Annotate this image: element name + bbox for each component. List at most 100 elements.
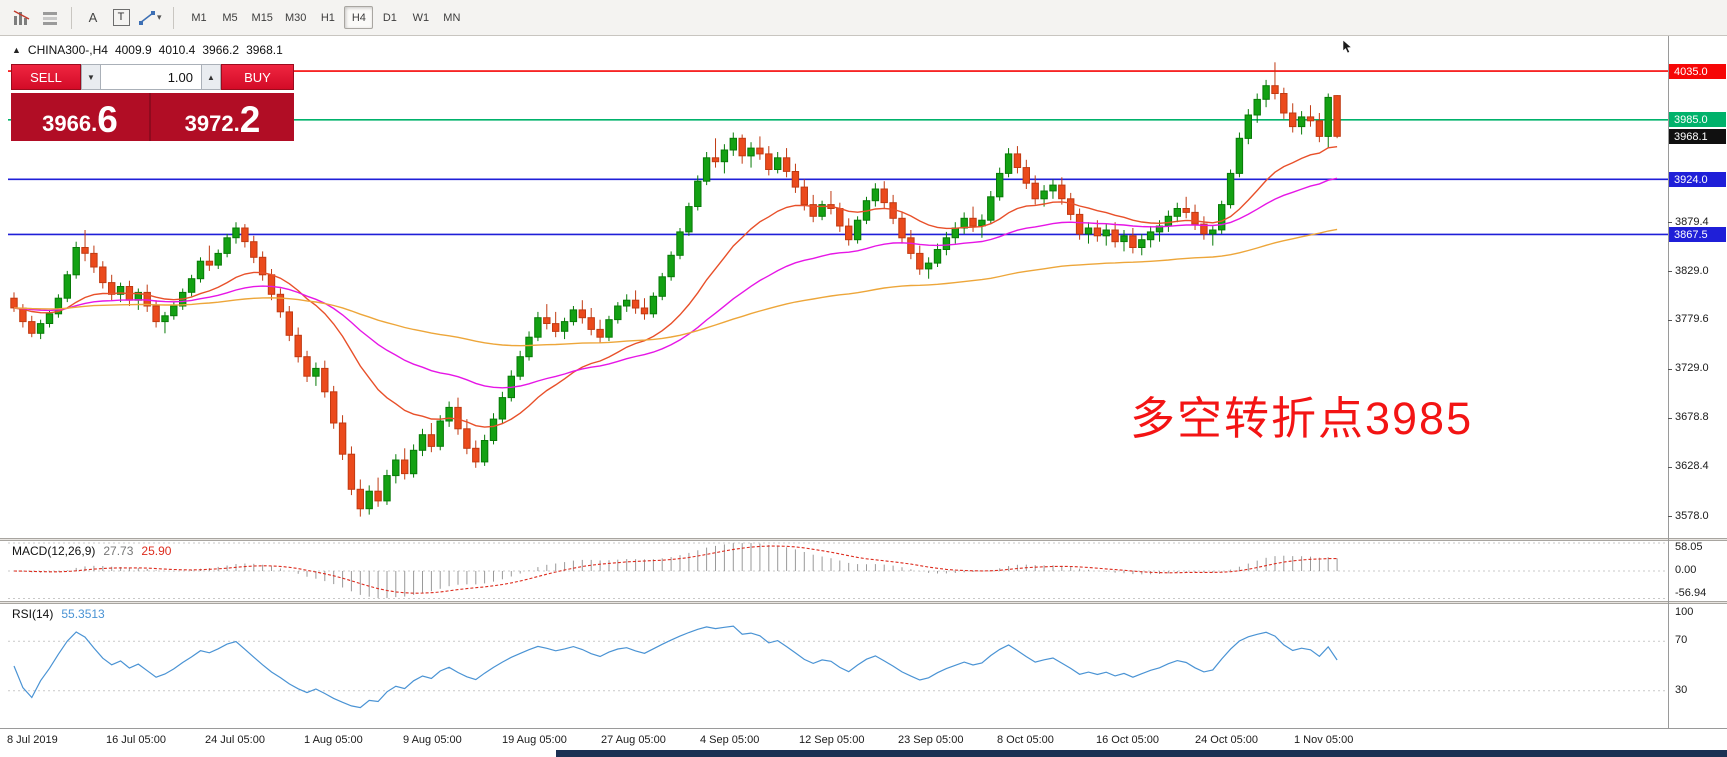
candle-up xyxy=(161,315,169,323)
rsi-label: RSI(14) 55.3513 xyxy=(12,607,105,621)
ma-45-line[interactable] xyxy=(13,177,1338,389)
candle-up xyxy=(436,420,444,447)
candle-up xyxy=(1173,208,1181,217)
candle-down xyxy=(578,309,586,319)
timeframe-h1-button[interactable]: H1 xyxy=(313,6,342,29)
candle-up xyxy=(534,317,542,338)
candle-down xyxy=(152,305,160,323)
candle-down xyxy=(28,321,36,334)
candle-down xyxy=(1271,85,1279,95)
bid-price-main: 3966. xyxy=(42,111,98,136)
date-axis-label: 24 Jul 05:00 xyxy=(205,734,265,746)
candle-up xyxy=(1253,98,1261,116)
volume-decrease-button[interactable]: ▼ xyxy=(81,64,101,90)
candle-up xyxy=(1084,227,1093,235)
rsi-axis-label: 70 xyxy=(1675,634,1688,646)
candle-up xyxy=(445,406,453,422)
candle-up xyxy=(853,219,862,241)
candle-down xyxy=(276,293,285,313)
candle-down xyxy=(205,260,214,266)
price-axis-label: 3829.0 xyxy=(1675,265,1709,277)
candle-down xyxy=(640,307,649,315)
candle-down xyxy=(427,434,436,447)
bid-price-big-digit: 6 xyxy=(97,99,118,140)
buy-button[interactable]: BUY xyxy=(221,64,294,90)
candle-down xyxy=(1013,153,1022,169)
rsi-value: 55.3513 xyxy=(61,607,105,621)
volume-input[interactable] xyxy=(101,64,201,90)
candle-up xyxy=(942,237,951,251)
date-axis[interactable]: 8 Jul 2019 16 Jul 05:00 24 Jul 05:00 1 Aug … xyxy=(0,730,1668,751)
candle-down xyxy=(1067,198,1075,215)
candle-up xyxy=(1004,153,1013,174)
candle-up xyxy=(996,172,1004,198)
timeframe-w1-button[interactable]: W1 xyxy=(406,6,435,29)
candle-up xyxy=(392,459,400,477)
candle-up xyxy=(658,276,666,297)
line-studies-button[interactable]: ▾ xyxy=(135,5,166,31)
text-label-button[interactable]: T xyxy=(107,5,135,31)
candle-down xyxy=(1315,120,1324,137)
macd-pane-splitter[interactable] xyxy=(0,538,1727,541)
timeframe-m1-button[interactable]: M1 xyxy=(185,6,214,29)
candle-down xyxy=(543,317,551,325)
timeframe-m30-button[interactable]: M30 xyxy=(280,6,311,29)
chart-bars-icon xyxy=(13,9,30,25)
candle-down xyxy=(10,297,18,309)
date-axis-label: 24 Oct 05:00 xyxy=(1195,734,1258,746)
price-axis-tick xyxy=(1668,418,1672,419)
one-click-trading-panel: SELL ▼ ▲ BUY 3966.6 3972.2 xyxy=(11,64,294,141)
toolbar-separator xyxy=(71,6,72,29)
main-chart-canvas[interactable] xyxy=(8,36,1668,538)
candle-up xyxy=(498,397,507,420)
candle-down xyxy=(916,252,924,270)
pivot-price-box: 3985.0 xyxy=(1669,112,1726,127)
candle-up xyxy=(516,356,524,377)
candle-down xyxy=(108,282,116,295)
rsi-pane-splitter[interactable] xyxy=(0,601,1727,604)
candle-down xyxy=(250,241,258,258)
object-list-icon-button[interactable] xyxy=(36,5,64,31)
volume-increase-button[interactable]: ▲ xyxy=(201,64,221,90)
ma-120-line[interactable] xyxy=(13,228,1338,347)
candle-down xyxy=(738,137,746,157)
ma-20-line[interactable] xyxy=(13,146,1338,428)
price-axis-tick xyxy=(1668,516,1672,517)
timeframe-h4-button[interactable]: H4 xyxy=(344,6,374,29)
one-click-collapse-icon[interactable]: ▲ xyxy=(12,45,21,55)
timeframe-m15-button[interactable]: M15 xyxy=(247,6,278,29)
sell-button[interactable]: SELL xyxy=(11,64,81,90)
candle-down xyxy=(90,252,98,268)
candle-down xyxy=(765,153,773,171)
ask-price-main: 3972. xyxy=(184,111,240,136)
macd-pane-canvas[interactable] xyxy=(8,541,1668,601)
candle-up xyxy=(747,147,755,157)
price-axis-tick xyxy=(1668,271,1672,272)
bid-price-box[interactable]: 3966. 6 xyxy=(11,93,151,141)
rsi-pane-canvas[interactable] xyxy=(8,604,1668,728)
candle-down xyxy=(809,204,817,217)
date-axis-label: 12 Sep 05:00 xyxy=(799,734,865,746)
macd-signal-line xyxy=(13,545,1338,594)
candle-down xyxy=(99,266,107,284)
date-axis-label: 9 Aug 05:00 xyxy=(403,734,462,746)
timeframe-m5-button[interactable]: M5 xyxy=(216,6,245,29)
macd-label: MACD(12,26,9) 27.73 25.90 xyxy=(12,544,171,558)
candle-up xyxy=(170,305,178,317)
price-axis[interactable]: 3879.4 3829.0 3779.6 3729.0 3678.8 3628.4 3578… xyxy=(1668,36,1727,751)
price-axis-label: 3678.8 xyxy=(1675,411,1709,423)
candle-down xyxy=(285,311,294,336)
candle-up xyxy=(1102,229,1110,237)
candle-down xyxy=(463,428,471,449)
timeframe-d1-button[interactable]: D1 xyxy=(375,6,404,29)
chart-bars-icon-button[interactable] xyxy=(8,5,36,31)
rsi-axis-label: 100 xyxy=(1675,606,1694,618)
timeframe-mn-button[interactable]: MN xyxy=(437,6,466,29)
font-a-button[interactable]: A xyxy=(79,5,107,31)
candle-down xyxy=(356,488,365,510)
ask-price-box[interactable]: 3972. 2 xyxy=(151,93,294,141)
mouse-cursor-icon xyxy=(1342,40,1353,54)
candle-up xyxy=(933,249,942,264)
candle-down xyxy=(791,171,800,188)
date-axis-label: 8 Jul 2019 xyxy=(7,734,58,746)
